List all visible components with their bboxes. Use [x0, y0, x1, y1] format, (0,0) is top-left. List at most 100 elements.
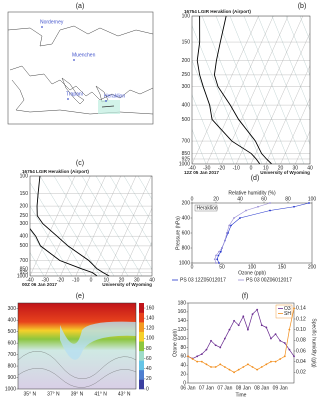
x-tick-label: 40: [307, 165, 313, 171]
adiabat: [192, 94, 221, 164]
y-tick-label: 120: [178, 327, 187, 333]
adiabat: [0, 176, 2, 276]
x-tick-label: -10: [233, 165, 240, 171]
place-marker: [67, 98, 69, 100]
y-tick-label: 80: [180, 345, 186, 351]
adiabat: [53, 176, 115, 276]
map-frame: [7, 11, 154, 125]
y-tick-label: 0: [183, 380, 186, 386]
colorbar-label: 40: [146, 366, 152, 372]
adiabat: [109, 176, 152, 247]
x-tick-label: 200: [308, 264, 317, 270]
profile-line: [214, 202, 271, 264]
contour: [17, 368, 137, 388]
y-tick-label: 100: [182, 13, 191, 19]
plot-frame: [29, 175, 153, 277]
y-tick-label: 800: [182, 245, 191, 251]
y2-tick-label: 0.02: [296, 370, 306, 376]
profile-point: [224, 239, 226, 242]
grid-line: [250, 32, 310, 164]
profile-point: [225, 232, 228, 234]
profile-point: [218, 262, 220, 264]
x-tick-label: 08 Jan: [236, 385, 251, 391]
y-tick-label: 1000: [5, 386, 16, 392]
profile-point: [228, 224, 231, 227]
profile-point: [269, 209, 271, 212]
series-point: [293, 355, 295, 358]
colorbar-segment: [139, 322, 144, 332]
legend-label: PS 03 00Z06012017: [246, 277, 292, 283]
adiabat: [123, 176, 152, 223]
x2-tick-label: 40: [237, 196, 243, 202]
colorbar-segment: [139, 379, 144, 390]
series-point: [214, 344, 217, 347]
footer-left: 00Z 06 Jan 2017: [22, 282, 57, 287]
adiabat: [95, 176, 152, 270]
coastline: [9, 65, 154, 101]
y-tick-label: 150: [20, 191, 29, 197]
adiabat: [30, 205, 73, 276]
series-point: [283, 355, 286, 358]
colorbar-label: 100: [146, 336, 155, 342]
y-tick-label: 400: [182, 215, 191, 221]
profile-point: [219, 250, 222, 253]
profile-point: [213, 258, 216, 261]
place-label: Muenchen: [72, 52, 96, 58]
profile-point: [218, 250, 220, 253]
adiabat: [271, 16, 310, 111]
y-tick-label: 925: [20, 270, 29, 276]
x2-tick-label: 80: [285, 196, 291, 202]
x-tick-label: -40: [26, 277, 33, 283]
adiabat: [30, 252, 45, 276]
plot-area: [0, 176, 152, 276]
footer-left: 12Z 05 Jan 2017: [184, 170, 219, 175]
y-tick-label: 150: [182, 39, 191, 45]
profile-point: [269, 202, 271, 204]
place-label: Norderney: [40, 19, 64, 25]
y-tick-label: 800: [8, 363, 17, 369]
profile-point: [215, 262, 217, 264]
x-tick-label: 07 Jan: [199, 385, 214, 391]
grid-line: [221, 16, 289, 164]
series-point: [196, 355, 199, 358]
place-marker: [105, 100, 107, 102]
y-axis-label: Ozone (ppb): [172, 329, 178, 357]
adiabat: [192, 25, 249, 164]
profile-point: [230, 224, 232, 227]
series-point: [200, 353, 203, 356]
grid-line: [206, 16, 274, 164]
y-tick-label: 20: [180, 371, 186, 377]
series-point: [223, 366, 226, 368]
grid-line: [45, 176, 91, 276]
legend-label: PS 03 12Z05012017: [180, 277, 226, 283]
profile-point: [239, 217, 241, 219]
series-point: [256, 308, 259, 311]
colorbar-label: 20: [146, 376, 152, 382]
series-point: [219, 363, 222, 366]
grid-line: [75, 176, 121, 276]
series-point: [288, 328, 291, 331]
x2-axis-label: Relative humidity (%): [228, 190, 276, 196]
x-tick-label: 10: [103, 277, 109, 283]
series-point: [274, 360, 277, 363]
y-tick-label: 140: [178, 318, 187, 324]
x-tick-label: 41° N: [94, 391, 107, 397]
series-point: [247, 363, 249, 366]
y-tick-label: 600: [182, 230, 191, 236]
x-tick-label: 0: [191, 264, 194, 270]
plot-frame: [191, 15, 311, 165]
colorbar-label: 60: [146, 356, 152, 362]
x-tick-label: 40: [149, 277, 155, 283]
y2-tick-label: 0.10: [296, 327, 306, 333]
panel-label: (c): [76, 160, 84, 167]
y-tick-label: 300: [20, 221, 29, 227]
y2-tick-label: 0.04: [296, 359, 306, 365]
panel-label: (d): [251, 175, 260, 182]
grid-line: [280, 98, 310, 164]
x-tick-label: 20: [278, 165, 284, 171]
place-marker: [73, 59, 75, 61]
plot-area: [192, 16, 310, 164]
colorbar-segment: [139, 303, 144, 313]
x-axis-label: Time: [236, 392, 247, 398]
y-axis-label: Pressure (hPa): [175, 216, 181, 250]
